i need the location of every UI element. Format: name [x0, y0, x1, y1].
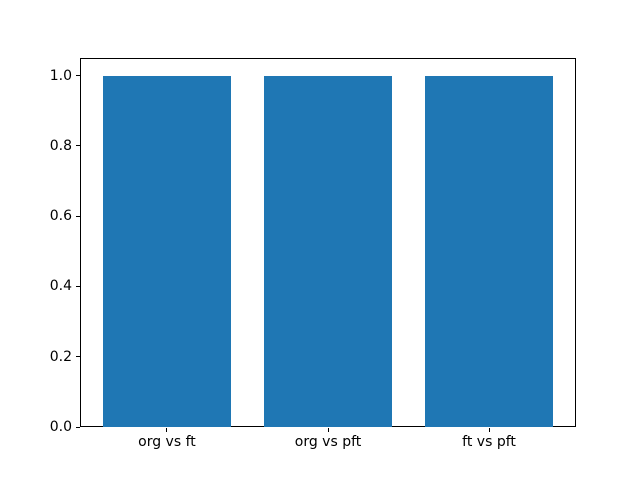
- y-axis-tick-label: 0.6: [49, 208, 72, 225]
- plot-area: 0.0 0.2 0.4 0.6 0.8 1.0 org vs ft org vs pft ft …: [50, 58, 576, 449]
- y-tick-mark: [76, 145, 80, 147]
- y-axis-tick-label: 0.0: [49, 419, 72, 435]
- bar: [263, 75, 393, 427]
- y-tick-mark: [76, 75, 80, 77]
- bar: [102, 75, 232, 427]
- x-axis-tick-label: org vs pft: [294, 434, 362, 450]
- y-tick-mark: [76, 356, 80, 358]
- y-tick-mark: [76, 215, 80, 217]
- bar: [424, 75, 554, 427]
- y-axis-tick-label: 0.2: [49, 348, 72, 365]
- x-axis-tick-label: ft vs pft: [462, 434, 516, 450]
- y-axis-tick-label: 1.0: [49, 67, 72, 84]
- x-tick-mark: [327, 428, 329, 432]
- y-tick-mark: [76, 426, 80, 428]
- y-tick-mark: [76, 285, 80, 287]
- y-axis-tick-label: 0.4: [49, 278, 72, 295]
- x-axis-tick-label: org vs ft: [138, 434, 196, 450]
- x-tick-mark: [166, 428, 168, 432]
- x-tick-mark: [488, 428, 490, 432]
- y-axis-tick-label: 0.8: [49, 137, 72, 154]
